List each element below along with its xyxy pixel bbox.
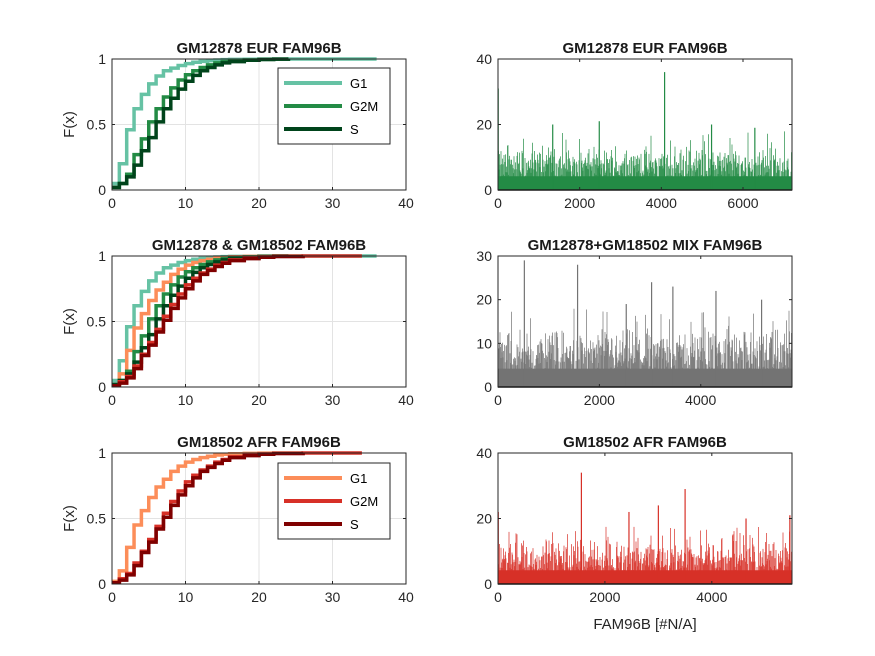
y-tick-label: 1 xyxy=(98,248,106,264)
subplot-title: GM12878 EUR FAM96B xyxy=(562,40,727,57)
x-tick-label: 20 xyxy=(251,392,267,408)
bar-base xyxy=(498,368,792,387)
legend-label: G2M xyxy=(350,99,378,114)
x-tick-label: 2000 xyxy=(584,392,615,408)
x-tick-label: 4000 xyxy=(646,195,677,211)
subplot-2: 0 2000 4000 6000 0 20 40 GM12878 EUR FAM96B xyxy=(476,40,793,211)
x-tick-label: 0 xyxy=(108,589,116,605)
x-tick-label: 4000 xyxy=(685,392,716,408)
cdf-series-s xyxy=(112,57,291,190)
y-tick-label: 30 xyxy=(476,248,492,264)
y-axis-label: F(x) xyxy=(61,505,78,532)
x-tick-label: 2000 xyxy=(589,589,620,605)
x-tick-label: 40 xyxy=(398,392,414,408)
x-tick-label: 20 xyxy=(251,589,267,605)
y-tick-label: 20 xyxy=(476,511,492,527)
y-tick-label: 0.5 xyxy=(87,314,107,330)
x-tick-label: 20 xyxy=(251,195,267,211)
subplot-title: GM12878+GM18502 MIX FAM96B xyxy=(528,237,763,254)
x-tick-label: 30 xyxy=(325,392,341,408)
y-tick-label: 0.5 xyxy=(87,511,107,527)
subplot-title: GM12878 & GM18502 FAM96B xyxy=(152,237,366,254)
y-tick-label: 20 xyxy=(476,292,492,308)
x-tick-label: 0 xyxy=(494,392,502,408)
cdf-series-g1 xyxy=(112,451,304,584)
axes-box xyxy=(497,255,793,388)
subplot-6: 0 2000 4000 0 20 40 GM18502 AFR FAM96B FAM96B [… xyxy=(476,434,793,633)
subplot-title: GM12878 EUR FAM96B xyxy=(176,40,341,57)
y-axis-label: F(x) xyxy=(61,111,78,138)
subplot-title: GM18502 AFR FAM96B xyxy=(177,434,341,451)
subplot-1: 0 10 20 30 40 0 0.5 1 GM12878 EUR FAM96B F(x) G1 G2… xyxy=(61,40,414,211)
x-tick-label: 10 xyxy=(178,195,194,211)
bar-series xyxy=(497,472,792,584)
x-tick-label: 10 xyxy=(178,589,194,605)
cdf-series-6 xyxy=(112,254,305,388)
legend-label: G1 xyxy=(350,76,367,91)
y-tick-label: 0 xyxy=(484,576,492,592)
legend: G1 G2M S xyxy=(277,462,391,540)
x-tick-label: 2000 xyxy=(564,195,595,211)
subplot-5: 0 10 20 30 40 0 0.5 1 GM18502 AFR FAM96B F(x) G1 G2… xyxy=(61,434,414,605)
subplot-4: 0 2000 4000 0 10 20 30 GM12878+GM18502 MIX FAM9… xyxy=(476,237,793,408)
x-tick-label: 4000 xyxy=(696,589,727,605)
subplot-3: 0 10 20 30 40 0 0.5 1 GM12878 & GM18502 FAM96B F(… xyxy=(61,237,414,408)
x-tick-label: 0 xyxy=(108,195,116,211)
y-tick-label: 0.5 xyxy=(87,117,107,133)
y-tick-label: 1 xyxy=(98,445,106,461)
y-tick-label: 0 xyxy=(98,576,106,592)
bar-series xyxy=(497,260,792,387)
y-tick-label: 0 xyxy=(484,379,492,395)
x-tick-label: 10 xyxy=(178,392,194,408)
y-tick-label: 0 xyxy=(98,379,106,395)
y-tick-label: 40 xyxy=(476,445,492,461)
x-tick-label: 6000 xyxy=(727,195,758,211)
x-tick-label: 30 xyxy=(325,589,341,605)
legend-label: G1 xyxy=(350,471,367,486)
x-tick-label: 0 xyxy=(108,392,116,408)
legend-label: G2M xyxy=(350,494,378,509)
x-tick-label: 0 xyxy=(494,589,502,605)
x-tick-label: 40 xyxy=(398,589,414,605)
y-tick-label: 10 xyxy=(476,335,492,351)
bar-base xyxy=(498,176,792,190)
bar-base xyxy=(498,570,792,584)
x-tick-label: 40 xyxy=(398,195,414,211)
y-tick-label: 0 xyxy=(484,182,492,198)
y-tick-label: 40 xyxy=(476,51,492,67)
y-axis-label: F(x) xyxy=(61,308,78,335)
x-tick-label: 30 xyxy=(325,195,341,211)
y-tick-label: 20 xyxy=(476,117,492,133)
y-tick-label: 0 xyxy=(98,182,106,198)
x-axis-label: FAM96B [#N/A] xyxy=(593,616,696,633)
x-tick-label: 0 xyxy=(494,195,502,211)
legend-label: S xyxy=(350,517,359,532)
bar-series xyxy=(497,72,792,190)
subplot-title: GM18502 AFR FAM96B xyxy=(563,434,727,451)
legend: G1 G2M S xyxy=(277,67,391,145)
y-tick-label: 1 xyxy=(98,51,106,67)
cdf-series-s xyxy=(112,451,305,585)
legend-label: S xyxy=(350,122,359,137)
